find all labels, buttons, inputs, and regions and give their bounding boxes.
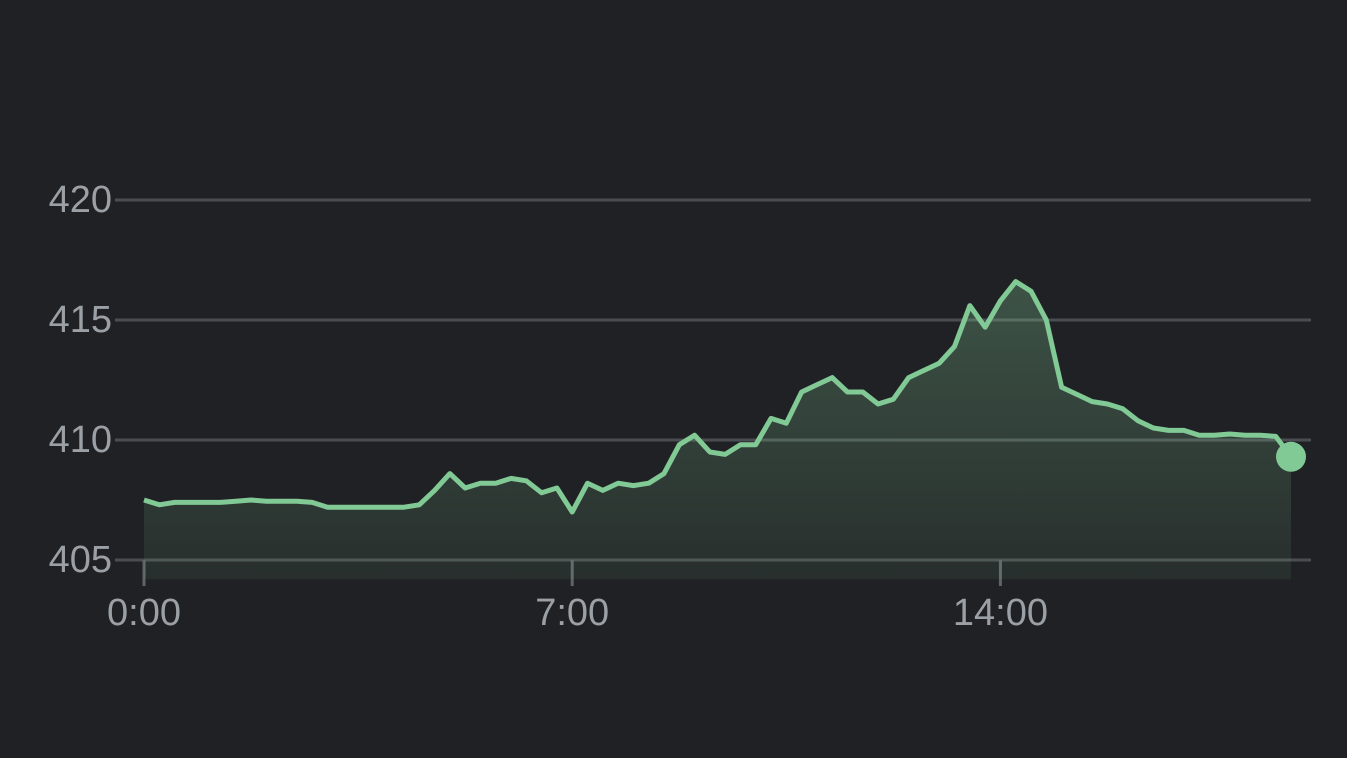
line — [143, 279, 1294, 515]
x-tick-label: 7:00 — [535, 592, 609, 634]
y-tick-label: 420 — [49, 179, 112, 221]
x-tick-label: 14:00 — [953, 592, 1048, 634]
area — [144, 281, 1291, 580]
y-tick-label: 410 — [49, 419, 112, 461]
x-tick-label: 0:00 — [107, 592, 181, 634]
y-tick-label: 405 — [49, 539, 112, 581]
y-tick-label: 415 — [49, 299, 112, 341]
end-dot — [1276, 441, 1306, 472]
